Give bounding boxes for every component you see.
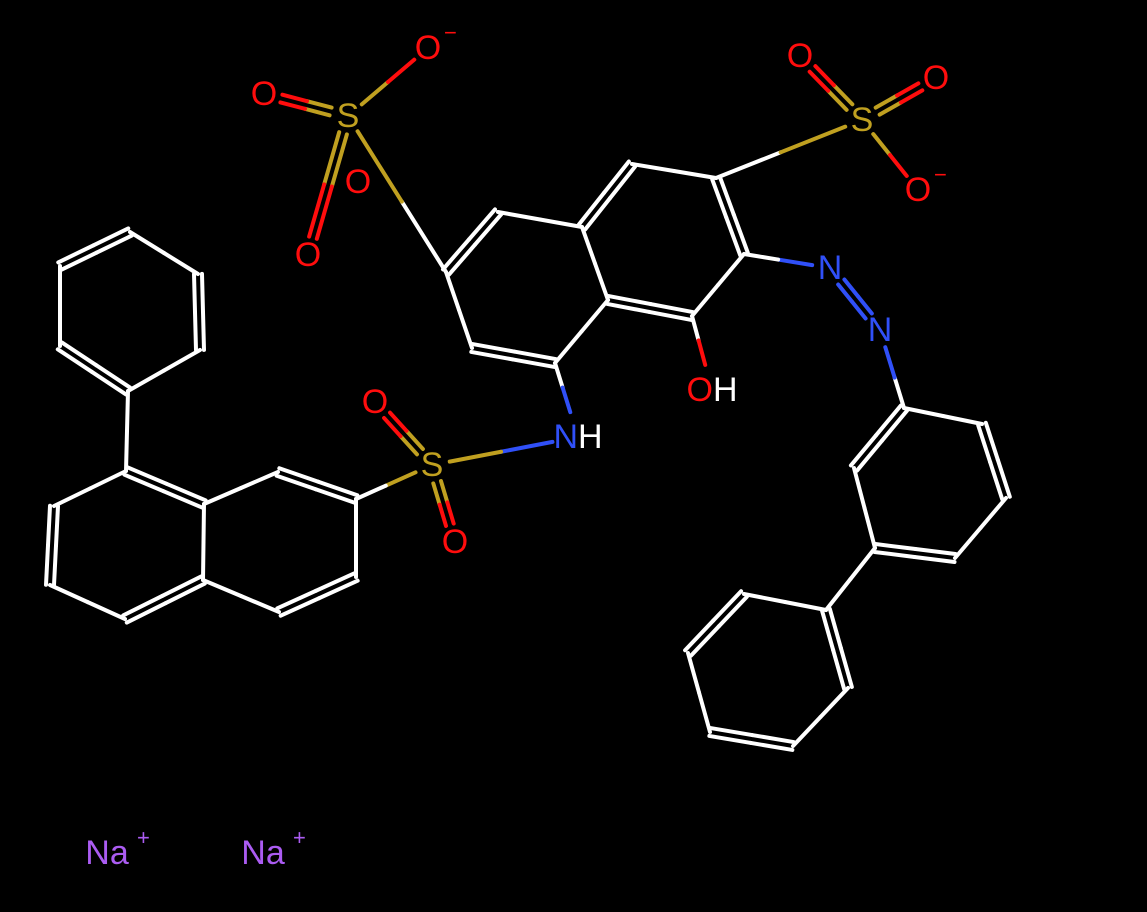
atom-label: S <box>337 97 360 135</box>
atom-label: O <box>345 163 371 201</box>
atom-label: N <box>818 249 843 287</box>
atom-label: NH <box>553 418 602 456</box>
atom-label: O <box>251 75 277 113</box>
atom-label: N <box>868 311 893 349</box>
atom-label: S <box>421 446 444 484</box>
atom-label: O <box>442 523 468 561</box>
atom-label: Na <box>241 834 285 872</box>
atom-label: O <box>905 171 931 209</box>
charge-label: + <box>293 825 306 850</box>
atom-label: O <box>415 29 441 67</box>
charge-label: − <box>934 162 947 187</box>
atom-label: O <box>362 383 388 421</box>
atom-label: O <box>787 37 813 75</box>
atom-label: O <box>295 236 321 274</box>
atom-label: S <box>851 101 874 139</box>
charge-label: − <box>444 20 457 45</box>
charge-label: + <box>137 825 150 850</box>
atom-label: Na <box>85 834 129 872</box>
atom-label: O <box>923 59 949 97</box>
atom-label: OH <box>686 371 737 409</box>
molecule-diagram: NNOHNHSOOOO−SOOSOOO−Na+Na+ <box>0 0 1147 912</box>
